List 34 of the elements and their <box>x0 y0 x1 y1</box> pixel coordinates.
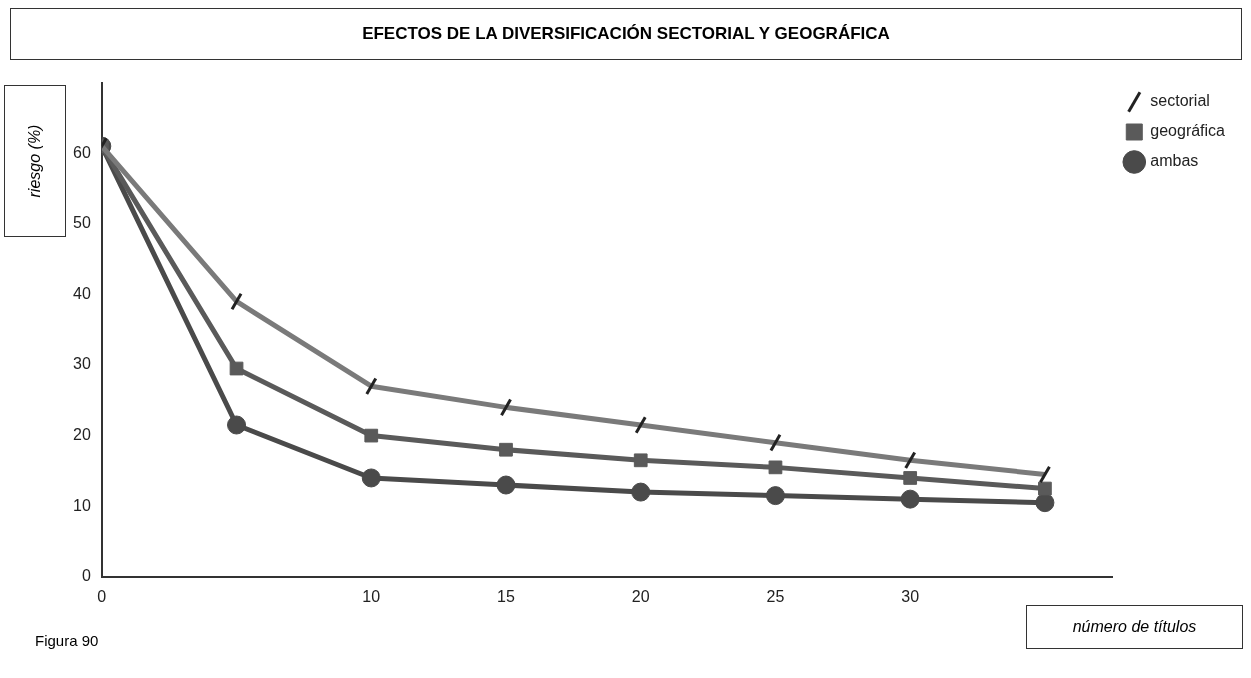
y-tick-label: 10 <box>73 496 91 514</box>
x-axis-title: número de títulos <box>1026 605 1243 649</box>
point <box>1035 493 1055 513</box>
point <box>361 468 381 488</box>
point <box>229 361 244 376</box>
x-tick-label: 20 <box>631 587 650 605</box>
y-tick-label: 40 <box>73 284 91 302</box>
point <box>496 475 516 495</box>
legend-label: geográfica <box>1150 122 1226 140</box>
point <box>364 428 379 443</box>
point <box>499 442 513 457</box>
y-tick-label: 20 <box>73 426 91 444</box>
x-tick-label: 0 <box>97 587 107 605</box>
x-tick-label: 25 <box>766 587 785 605</box>
chart-title: EFECTOS DE LA DIVERSIFICACIÓN SECTORIAL Y GEOGRÁFICA <box>10 8 1242 60</box>
legend-label: sectorial <box>1150 92 1210 110</box>
x-tick-label: 30 <box>901 587 920 605</box>
y-tick-label: 50 <box>73 214 91 232</box>
x-tick-label: 15 <box>497 587 515 605</box>
point <box>900 489 920 509</box>
y-tick-label: 60 <box>73 143 91 161</box>
x-tick-label: 10 <box>362 587 381 605</box>
y-axis-title: riesgo (%) <box>26 124 44 198</box>
point <box>1038 481 1052 496</box>
point <box>631 482 651 502</box>
text: Figura 90 <box>35 632 99 649</box>
y-tick-label: 30 <box>73 355 91 373</box>
point <box>633 453 648 468</box>
point <box>768 460 783 475</box>
point <box>903 471 918 485</box>
point <box>765 486 785 506</box>
y-tick-label: 0 <box>81 567 91 585</box>
point <box>227 415 247 435</box>
legend-label: ambas <box>1150 152 1199 170</box>
